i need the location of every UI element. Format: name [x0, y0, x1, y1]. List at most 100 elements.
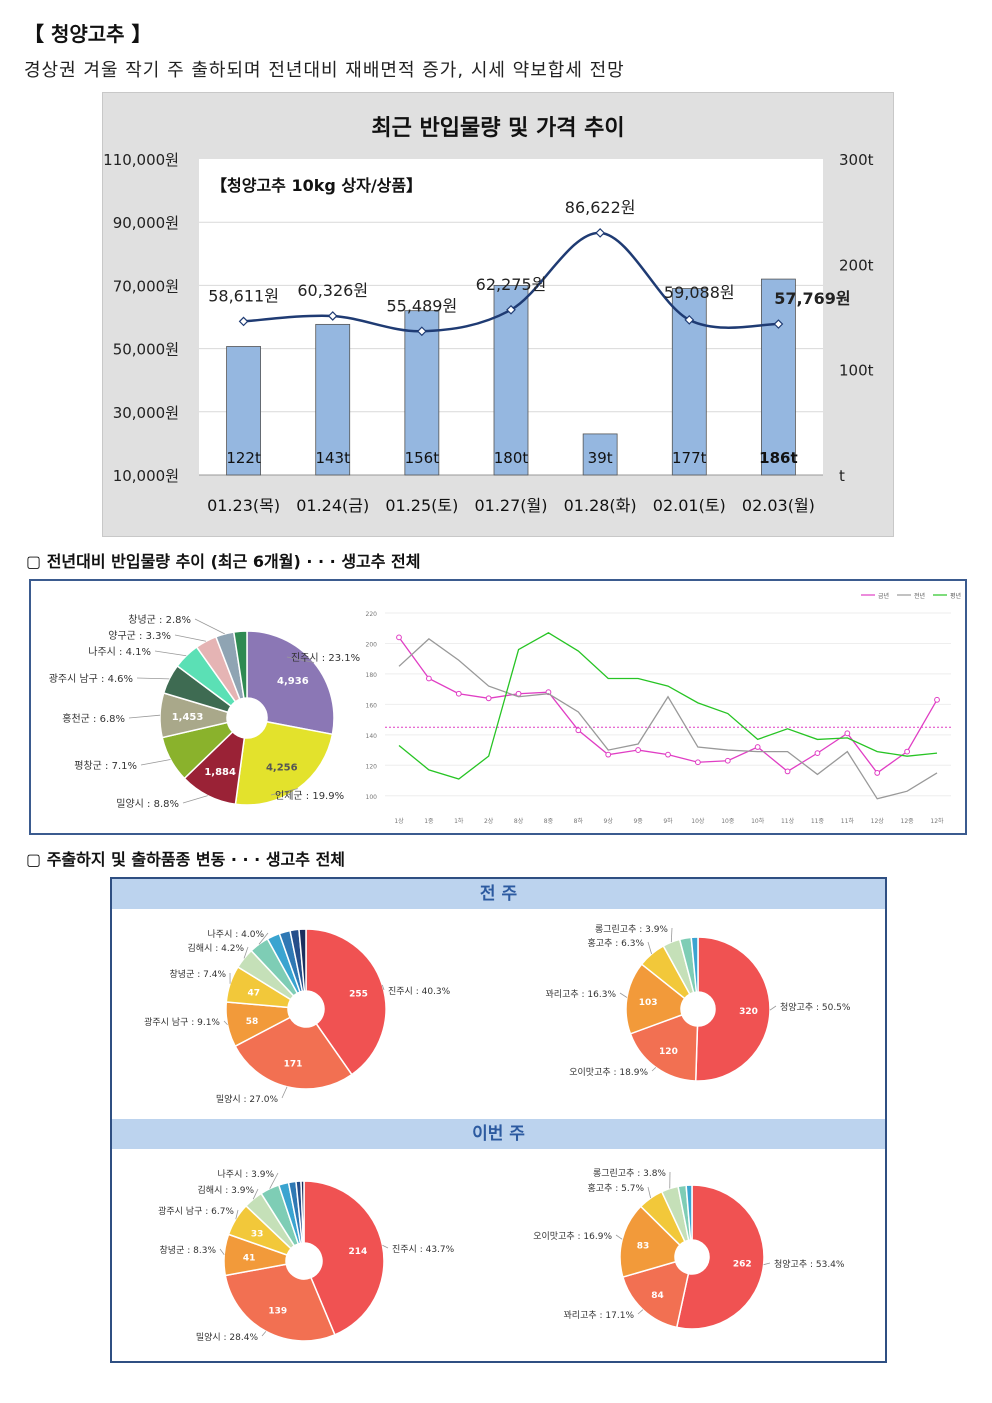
- x-tick: 11중: [811, 818, 825, 825]
- x-tick-label: 01.23(목): [207, 496, 280, 515]
- series-line: [398, 638, 938, 800]
- yoy-svg: 4,936 진주시 : 23.1% 4,256 인제군 : 19.9% 1,884 밀양시…: [49, 592, 961, 825]
- y-left-tick: 30,000원: [113, 404, 179, 422]
- leader-line: [269, 1172, 279, 1189]
- bar-label: 180t: [494, 449, 529, 467]
- slice-label: 홍천군 : 6.8%: [62, 712, 125, 725]
- pie-slice: [234, 720, 334, 806]
- bar: [761, 278, 796, 476]
- bar-label: 143t: [315, 449, 350, 467]
- leader-line: [219, 1248, 225, 1255]
- y-tick: 140: [366, 733, 378, 740]
- price-label: 59,088원: [664, 283, 735, 302]
- pie-slice: [629, 1013, 699, 1082]
- y-right-tick: 200t: [839, 256, 874, 274]
- leader-line: [194, 618, 225, 635]
- series-marker: [844, 730, 851, 737]
- price-marker: [238, 316, 249, 327]
- slice-value: 4,256: [266, 762, 298, 773]
- x-tick: 8중: [544, 818, 554, 825]
- pie-slice: [690, 936, 699, 993]
- x-tick: 10중: [721, 818, 735, 825]
- x-tick: 12상: [871, 817, 885, 825]
- leader-line: [615, 1234, 623, 1240]
- y-tick: 160: [366, 702, 378, 709]
- slice-label: 나주시 : 4.0%: [208, 929, 265, 940]
- slice-label: 청양고추 : 50.5%: [780, 1002, 851, 1013]
- slice-value: 120: [659, 1047, 678, 1057]
- section-title-yoy: ▢ 전년대비 반입물량 추이 (최근 6개월) · · · 생고추 전체: [26, 552, 421, 571]
- leader-line: [136, 677, 170, 680]
- price-label: 55,489원: [386, 296, 457, 315]
- bar-label: 122t: [226, 449, 261, 467]
- slice-value: 214: [349, 1247, 368, 1257]
- pie-slice: [694, 936, 771, 1082]
- leader-line: [174, 634, 207, 642]
- bar: [226, 346, 261, 476]
- bar-label: 186t: [759, 449, 797, 467]
- slice-label: 창녕군 : 8.3%: [160, 1245, 217, 1256]
- pie-slice: [625, 963, 686, 1035]
- chart-subtitle: 【청양고추 10kg 상자/상품】: [211, 176, 422, 195]
- x-tick: 1상: [394, 817, 404, 825]
- x-tick-label: 01.24(금): [296, 496, 369, 515]
- slice-label: 광주시 남구 : 6.7%: [158, 1205, 234, 1217]
- legend-label: 금년: [878, 592, 889, 600]
- volume-price-chart: 최근 반입물량 및 가격 추이 【청양고추 10kg 상자/상품】 110,000원…: [102, 92, 894, 537]
- y-tick: 180: [366, 672, 378, 679]
- leader-line: [619, 992, 628, 998]
- price-label: 57,769원: [774, 289, 850, 308]
- price-marker: [417, 326, 427, 337]
- price-marker: [773, 319, 784, 329]
- slice-label: 밀양시 : 28.4%: [196, 1331, 259, 1343]
- slice-label: 광주시 남구 : 9.1%: [144, 1016, 220, 1028]
- pie-slice: [675, 1184, 765, 1330]
- volume-price-svg: 최근 반입물량 및 가격 추이 【청양고추 10kg 상자/상품】 110,000원…: [103, 116, 874, 515]
- leader-line: [258, 932, 269, 945]
- price-label: 86,622원: [565, 198, 636, 217]
- band-this-week: 이번 주: [112, 1119, 885, 1149]
- series-marker: [904, 748, 911, 755]
- leader-line: [252, 1188, 259, 1200]
- x-tick: 1하: [454, 817, 464, 825]
- leader-line: [670, 927, 673, 943]
- price-marker: [327, 311, 338, 321]
- x-tick: 10하: [751, 817, 765, 825]
- pie-slice: [298, 928, 307, 992]
- slice-label: 김해시 : 4.2%: [188, 942, 245, 954]
- legend-label: 평년: [950, 592, 961, 600]
- slice-value: 58: [246, 1017, 259, 1027]
- slice-value: 262: [733, 1259, 752, 1269]
- x-tick: 12하: [930, 817, 944, 825]
- x-tick: 10상: [691, 817, 705, 825]
- series-marker: [455, 690, 462, 697]
- leader-line: [637, 1309, 644, 1315]
- x-tick-label: 01.27(월): [474, 496, 547, 515]
- x-tick: 1중: [424, 818, 434, 825]
- x-tick: 8하: [574, 817, 584, 825]
- leader-line: [763, 1262, 771, 1266]
- slice-value: 103: [639, 998, 658, 1008]
- slice-value: 41: [243, 1254, 256, 1264]
- slice-label: 광주시 남구 : 4.6%: [49, 673, 133, 685]
- series-marker: [724, 757, 731, 764]
- slice-label: 창녕군 : 2.8%: [128, 614, 191, 626]
- y-tick: 100: [366, 794, 378, 801]
- slice-value: 4,936: [277, 676, 309, 687]
- leader-line: [182, 795, 208, 804]
- y-left-tick: 110,000원: [103, 151, 179, 169]
- series-marker: [934, 696, 940, 703]
- x-tick-label: 01.28(화): [564, 496, 637, 515]
- slice-label: 평창군 : 7.1%: [74, 760, 137, 772]
- y-left-tick: 70,000원: [113, 277, 179, 295]
- slice-value: 84: [651, 1291, 664, 1301]
- price-label: 58,611원: [208, 286, 279, 305]
- band-last-week: 전 주: [112, 879, 885, 909]
- pie-slice: [303, 1180, 385, 1336]
- pie-slice: [685, 1184, 693, 1241]
- y-tick: 220: [366, 611, 378, 618]
- slice-label: 꽈리고추 : 16.3%: [546, 989, 617, 1000]
- x-tick-label: 02.03(월): [742, 496, 815, 515]
- x-tick: 12중: [901, 818, 915, 825]
- pie-slice: [619, 1205, 681, 1279]
